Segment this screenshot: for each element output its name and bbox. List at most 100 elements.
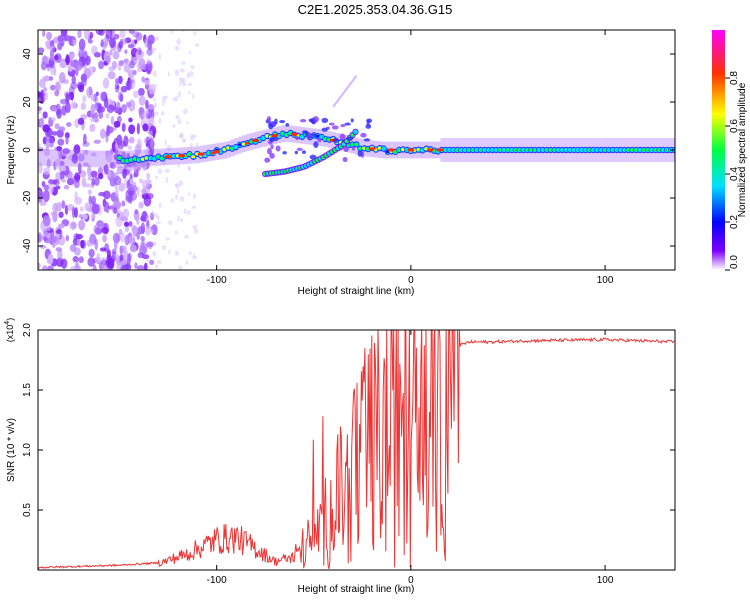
noise-blob [188,71,194,77]
noise-blob [59,170,65,181]
noise-blob [116,134,123,146]
noise-blob [113,176,122,186]
noise-blob [107,71,116,80]
noise-blob [105,112,110,119]
noise-blob [132,225,138,237]
noise-blob [129,244,137,253]
noise-blob [157,168,163,175]
noise-blob [128,235,136,246]
noise-blob [98,61,104,70]
noise-blob [77,117,85,125]
trace-hotspot [197,152,205,156]
noise-blob [114,81,120,93]
noise-blob [162,101,165,107]
noise-blob [97,172,104,180]
noise-blob [182,138,186,143]
noise-blob [50,105,58,113]
noise-blob [154,102,157,106]
noise-blob [79,206,84,212]
noise-blob [113,33,120,40]
cluster-blob [308,118,314,123]
noise-blob [178,133,184,139]
noise-blob [193,31,197,36]
noise-blob [102,77,110,89]
spectrogram-x-tick-label: 0 [408,275,414,286]
band-halo [90,150,95,168]
noise-blob [123,62,131,73]
noise-blob [101,227,109,234]
noise-blob [65,136,69,145]
noise-blob [192,255,197,260]
trace-core [156,155,161,159]
noise-blob [127,69,135,79]
noise-blob [89,123,96,132]
noise-blob [90,170,98,178]
trace-hotspot [178,154,186,158]
noise-blob [119,254,124,262]
noise-blob [78,38,86,51]
noise-blob [136,47,142,56]
noise-blob [42,190,50,203]
noise-blob [174,45,180,51]
noise-blob [179,81,182,87]
noise-blob [123,135,129,147]
noise-blob [74,191,78,201]
noise-blob [191,205,197,209]
noise-blob [81,177,87,188]
noise-blob [92,264,97,270]
chart-title: C2E1.2025.353.04.36.G15 [297,2,453,17]
noise-blob [99,91,107,102]
noise-blob [87,165,92,177]
noise-blob [90,95,95,102]
noise-blob [62,148,71,155]
noise-blob [59,60,67,69]
noise-blob [61,105,67,116]
noise-blob [151,210,154,214]
noise-blob [94,176,100,187]
noise-blob [73,144,81,155]
noise-blob [50,49,55,58]
colorbar-tick-label: 0.0 [729,255,740,269]
noise-blob [57,249,63,261]
snr-y-tick-label: 0.5 [22,503,33,517]
noise-blob [69,39,73,45]
cluster-blob [267,147,272,155]
noise-blob [38,190,44,200]
noise-blob [77,162,82,174]
cluster-blob [339,133,346,141]
noise-blob [164,168,170,174]
noise-blob [86,242,94,247]
snr-series-line [38,330,675,570]
cluster-blob [295,135,299,141]
noise-blob [158,53,162,60]
noise-blob [150,213,154,219]
noise-blob [185,260,189,265]
noise-blob [84,30,91,40]
noise-blob [87,257,96,267]
band-halo [98,150,103,168]
cluster-blob [344,122,351,126]
noise-blob [57,138,65,146]
noise-blob [76,237,81,247]
noise-blob [42,111,48,119]
noise-blob [58,211,64,218]
noise-blob [66,122,72,128]
trace-core [284,133,289,137]
noise-blob [42,30,46,37]
spectrogram-y-tick-label: 0 [22,147,33,153]
noise-blob [56,257,64,268]
noise-blob [52,179,60,186]
noise-blob [92,104,98,112]
noise-blob [98,111,104,119]
noise-blob [136,217,140,226]
band-halo [55,149,60,167]
colorbar-tick-label: 0.6 [729,119,740,133]
trace-hotspot [387,148,395,152]
noise-blob [127,253,131,266]
noise-blob [69,221,77,231]
noise-blob [117,75,123,85]
noise-blob [80,239,85,249]
noise-blob [156,215,160,221]
noise-blob [122,168,127,179]
